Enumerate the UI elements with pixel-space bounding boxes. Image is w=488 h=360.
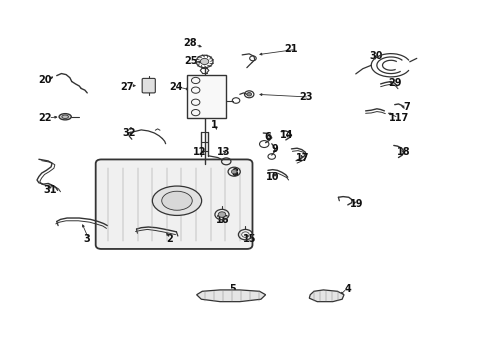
Text: 19: 19: [350, 199, 363, 209]
Text: 20: 20: [38, 75, 52, 85]
Text: 9: 9: [271, 144, 278, 154]
Text: 2: 2: [165, 234, 172, 244]
Ellipse shape: [59, 114, 71, 120]
Text: 117: 117: [388, 113, 409, 123]
Text: 31: 31: [43, 185, 56, 195]
Text: 27: 27: [120, 82, 134, 92]
Text: 30: 30: [368, 51, 382, 60]
Text: 1: 1: [210, 120, 217, 130]
Circle shape: [218, 212, 225, 217]
Text: 8: 8: [231, 168, 238, 178]
Text: 16: 16: [215, 215, 229, 225]
Text: 29: 29: [387, 78, 401, 88]
Circle shape: [200, 58, 208, 64]
Text: 3: 3: [83, 234, 90, 244]
Circle shape: [246, 93, 251, 96]
Text: 6: 6: [264, 132, 271, 142]
Text: 12: 12: [193, 147, 206, 157]
Text: 17: 17: [296, 153, 309, 162]
Polygon shape: [196, 290, 265, 302]
Text: 23: 23: [298, 92, 312, 102]
Text: 10: 10: [265, 172, 279, 181]
Text: 22: 22: [38, 113, 52, 123]
Polygon shape: [308, 290, 344, 302]
FancyBboxPatch shape: [142, 78, 155, 93]
Text: 24: 24: [169, 82, 183, 92]
Text: 26: 26: [207, 90, 220, 100]
Text: 4: 4: [344, 284, 350, 294]
Text: 7: 7: [402, 103, 409, 112]
Text: 13: 13: [216, 147, 230, 157]
Text: 21: 21: [284, 44, 298, 54]
Text: 15: 15: [242, 234, 255, 244]
Text: 25: 25: [183, 56, 197, 66]
Text: 14: 14: [280, 130, 293, 140]
Ellipse shape: [162, 191, 192, 210]
FancyBboxPatch shape: [96, 159, 252, 249]
Ellipse shape: [62, 115, 68, 118]
Text: 32: 32: [122, 129, 136, 138]
FancyBboxPatch shape: [187, 75, 225, 118]
Circle shape: [231, 170, 237, 174]
Text: 18: 18: [396, 147, 410, 157]
Text: 5: 5: [229, 284, 236, 294]
Ellipse shape: [152, 186, 201, 215]
Text: 28: 28: [183, 39, 197, 49]
